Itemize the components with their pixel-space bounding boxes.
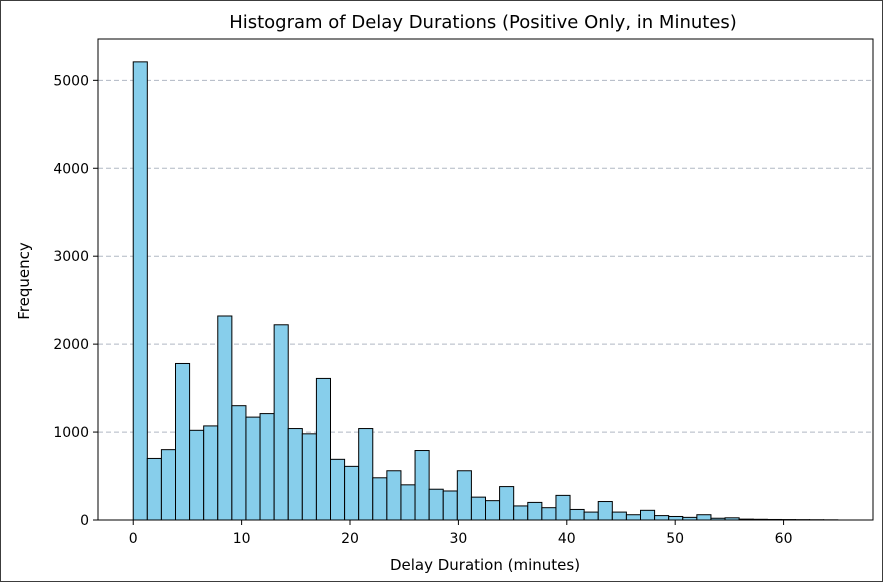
histogram-bar xyxy=(626,515,640,520)
y-tick-label: 3000 xyxy=(53,249,89,265)
x-tick-label: 30 xyxy=(449,531,467,547)
histogram-bar xyxy=(373,478,387,520)
y-tick-label: 1000 xyxy=(53,425,89,441)
histogram-bar xyxy=(316,378,330,520)
y-tick-label: 0 xyxy=(80,513,89,529)
histogram-bar xyxy=(331,459,345,520)
histogram-bar xyxy=(190,430,204,520)
histogram-bar xyxy=(176,363,190,520)
histogram-bar xyxy=(246,417,260,520)
histogram-bar xyxy=(345,466,359,520)
histogram-bar xyxy=(612,512,626,520)
histogram-bar xyxy=(147,458,161,520)
histogram-bar xyxy=(570,509,584,520)
histogram-bar xyxy=(443,491,457,520)
histogram-bar xyxy=(457,471,471,520)
histogram-bar xyxy=(204,426,218,520)
x-tick-label: 40 xyxy=(558,531,576,547)
histogram-bar xyxy=(641,510,655,520)
histogram-bar xyxy=(401,485,415,520)
histogram-bar xyxy=(584,512,598,520)
x-tick-label: 10 xyxy=(233,531,251,547)
chart-title: Histogram of Delay Durations (Positive O… xyxy=(229,12,737,33)
histogram-bar xyxy=(514,506,528,520)
histogram-bar xyxy=(302,434,316,520)
histogram-bar xyxy=(528,502,542,520)
histogram-bar xyxy=(161,450,175,520)
histogram-bar xyxy=(274,325,288,520)
histogram-bar xyxy=(669,516,683,520)
y-axis-ticks: 0 1000 2000 3000 4000 5000 xyxy=(53,73,98,529)
x-tick-label: 20 xyxy=(341,531,359,547)
y-tick-label: 4000 xyxy=(53,161,89,177)
histogram-bar xyxy=(697,515,711,520)
histogram-bar xyxy=(133,62,147,520)
histogram-bar xyxy=(655,516,669,520)
x-tick-label: 0 xyxy=(129,531,138,547)
histogram-bar xyxy=(471,497,485,520)
histogram-bar xyxy=(598,502,612,520)
histogram-bar xyxy=(359,429,373,520)
histogram-bars xyxy=(133,62,838,520)
histogram-bar xyxy=(218,316,232,520)
histogram-bar xyxy=(556,495,570,520)
histogram-bar xyxy=(542,508,556,520)
x-axis-ticks: 0 10 20 30 40 50 60 xyxy=(129,520,793,547)
y-tick-label: 2000 xyxy=(53,337,89,353)
histogram-bar xyxy=(500,487,514,520)
x-tick-label: 60 xyxy=(775,531,793,547)
histogram-bar xyxy=(387,471,401,520)
y-axis-title: Frequency xyxy=(15,242,33,320)
histogram-bar xyxy=(415,451,429,520)
x-tick-label: 50 xyxy=(666,531,684,547)
x-axis-title: Delay Duration (minutes) xyxy=(390,556,580,574)
histogram-bar xyxy=(232,406,246,520)
histogram-bar xyxy=(260,414,274,520)
histogram-bar xyxy=(429,489,443,520)
histogram-bar xyxy=(486,501,500,520)
y-tick-label: 5000 xyxy=(53,73,89,89)
histogram-bar xyxy=(288,429,302,520)
